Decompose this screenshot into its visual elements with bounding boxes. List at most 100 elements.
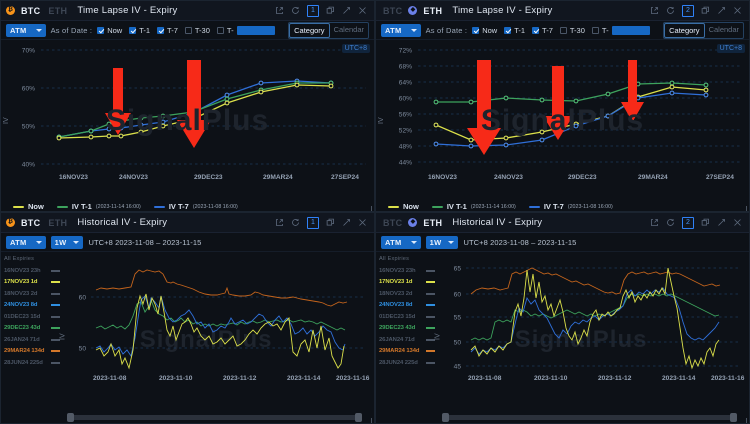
time-range-scrollbar[interactable] (67, 413, 362, 422)
expiry-list-item[interactable]: 29DEC23 43d (379, 323, 435, 335)
strike-select[interactable]: ATM (6, 235, 46, 249)
legend-item-now[interactable]: Now (388, 202, 419, 211)
segment-category[interactable]: Category (664, 22, 705, 38)
coin-tab-eth[interactable]: ETH (423, 5, 443, 16)
coin-tab-btc[interactable]: BTC (383, 5, 403, 16)
window-badge-icon[interactable]: 2 (682, 216, 694, 229)
coin-toggle[interactable]: ₿ BTC ETH (6, 217, 69, 229)
checkbox-t-custom[interactable]: T- (591, 25, 650, 35)
segment-category[interactable]: Category (289, 22, 330, 38)
scrollbar-track[interactable] (67, 415, 362, 420)
line-chart-btc-historical: 60 50 2023-11-08 2023-11-10 2023-11-12 2… (79, 269, 370, 382)
period-select[interactable]: 1W (50, 235, 84, 249)
coin-toggle[interactable]: ₿ BTC ETH (6, 5, 69, 17)
external-link-icon[interactable] (650, 6, 659, 15)
window-badge-icon[interactable]: 1 (307, 216, 319, 229)
duplicate-icon[interactable] (326, 218, 335, 227)
duplicate-icon[interactable] (701, 6, 710, 15)
view-mode-segmented[interactable]: Category Calendar (288, 21, 369, 39)
expand-icon[interactable] (717, 6, 726, 15)
window-badge-icon[interactable]: 1 (307, 4, 319, 17)
duplicate-icon[interactable] (701, 218, 710, 227)
strike-select[interactable]: ATM (6, 23, 46, 37)
expiry-list-item[interactable]: 29MAR24 134d (379, 346, 435, 358)
resize-handle[interactable] (740, 206, 747, 211)
strike-select[interactable]: ATM (381, 235, 421, 249)
checkbox-t30[interactable]: T-30 (184, 26, 210, 35)
checkbox-t-custom[interactable]: T- (216, 25, 275, 35)
scrollbar-handle-right[interactable] (730, 413, 737, 422)
legend-item-now[interactable]: Now (13, 202, 44, 211)
refresh-icon[interactable] (666, 218, 675, 227)
coin-tab-btc[interactable]: BTC (21, 217, 41, 228)
expand-icon[interactable] (717, 218, 726, 227)
expiry-list-item[interactable]: 18NOV23 2d (4, 288, 60, 300)
expiry-list-item[interactable]: 29MAR24 134d (4, 346, 60, 358)
expand-icon[interactable] (342, 218, 351, 227)
header-icon-group: 2 (650, 4, 744, 17)
view-mode-segmented[interactable]: Category Calendar (663, 21, 744, 39)
period-select[interactable]: 1W (425, 235, 459, 249)
external-link-icon[interactable] (650, 218, 659, 227)
expiry-list-item[interactable]: 28JUN24 225d (379, 357, 435, 369)
custom-days-input[interactable] (236, 25, 275, 35)
window-badge-icon[interactable]: 2 (682, 4, 694, 17)
external-link-icon[interactable] (275, 6, 284, 15)
expiry-list-item[interactable]: 16NOV23 23h (379, 265, 435, 277)
expiry-list-item[interactable]: 24NOV23 8d (4, 300, 60, 312)
segment-calendar[interactable]: Calendar (333, 24, 364, 34)
close-icon[interactable] (733, 218, 742, 227)
checkbox-now[interactable]: Now (97, 26, 122, 35)
segment-calendar[interactable]: Calendar (708, 24, 739, 34)
time-range-scrollbar[interactable] (442, 413, 737, 422)
expiry-list-item[interactable]: 29DEC23 43d (4, 323, 60, 335)
refresh-icon[interactable] (666, 6, 675, 15)
expiry-list-item[interactable]: 16NOV23 23h (4, 265, 60, 277)
close-icon[interactable] (733, 6, 742, 15)
close-icon[interactable] (358, 6, 367, 15)
expiry-list-item[interactable]: 17NOV23 1d (379, 277, 435, 289)
legend-item-iv-t7[interactable]: IV T-7 (2023-11-08 16:00) (528, 202, 613, 211)
coin-tab-eth[interactable]: ETH (48, 5, 68, 16)
scrollbar-handle-left[interactable] (442, 413, 449, 422)
scrollbar-handle-right[interactable] (355, 413, 362, 422)
resize-handle[interactable] (365, 418, 372, 423)
expiry-list-item[interactable]: 24NOV23 8d (379, 300, 435, 312)
refresh-icon[interactable] (291, 218, 300, 227)
checkbox-t7[interactable]: T-7 (157, 26, 178, 35)
strike-select[interactable]: ATM (381, 23, 421, 37)
refresh-icon[interactable] (291, 6, 300, 15)
checkbox-t7[interactable]: T-7 (532, 26, 553, 35)
coin-toggle[interactable]: BTC ◆ ETH (381, 5, 444, 17)
scrollbar-track[interactable] (442, 415, 737, 420)
checkbox-now[interactable]: Now (472, 26, 497, 35)
checkbox-t1[interactable]: T-1 (504, 26, 525, 35)
close-icon[interactable] (358, 218, 367, 227)
scrollbar-handle-left[interactable] (67, 413, 74, 422)
resize-handle[interactable] (365, 206, 372, 211)
expiry-list-item[interactable]: 18NOV23 2d (379, 288, 435, 300)
timezone-badge: UTC+8 (341, 44, 370, 53)
legend-item-iv-t1[interactable]: IV T-1 (2023-11-14 16:00) (431, 202, 516, 211)
duplicate-icon[interactable] (326, 6, 335, 15)
coin-tab-eth[interactable]: ETH (48, 217, 68, 228)
expiry-list-item[interactable]: 01DEC23 15d (4, 311, 60, 323)
coin-tab-eth[interactable]: ETH (423, 217, 443, 228)
checkbox-t30[interactable]: T-30 (559, 26, 585, 35)
expand-icon[interactable] (342, 6, 351, 15)
coin-tab-btc[interactable]: BTC (21, 5, 41, 16)
resize-handle[interactable] (740, 418, 747, 423)
coin-toggle[interactable]: BTC ◆ ETH (381, 217, 444, 229)
custom-days-input[interactable] (611, 25, 650, 35)
y-axis-ticks: 60 50 (79, 295, 87, 353)
legend-item-iv-t7[interactable]: IV T-7 (2023-11-08 16:00) (153, 202, 238, 211)
expiry-list-item[interactable]: 01DEC23 15d (379, 311, 435, 323)
expiry-list-item[interactable]: 28JUN24 225d (4, 357, 60, 369)
expiry-list-item[interactable]: 26JAN24 71d (379, 334, 435, 346)
coin-tab-btc[interactable]: BTC (383, 217, 403, 228)
checkbox-t1[interactable]: T-1 (129, 26, 150, 35)
external-link-icon[interactable] (275, 218, 284, 227)
legend-item-iv-t1[interactable]: IV T-1 (2023-11-14 16:00) (56, 202, 141, 211)
expiry-list-item[interactable]: 26JAN24 71d (4, 334, 60, 346)
expiry-list-item[interactable]: 17NOV23 1d (4, 277, 60, 289)
